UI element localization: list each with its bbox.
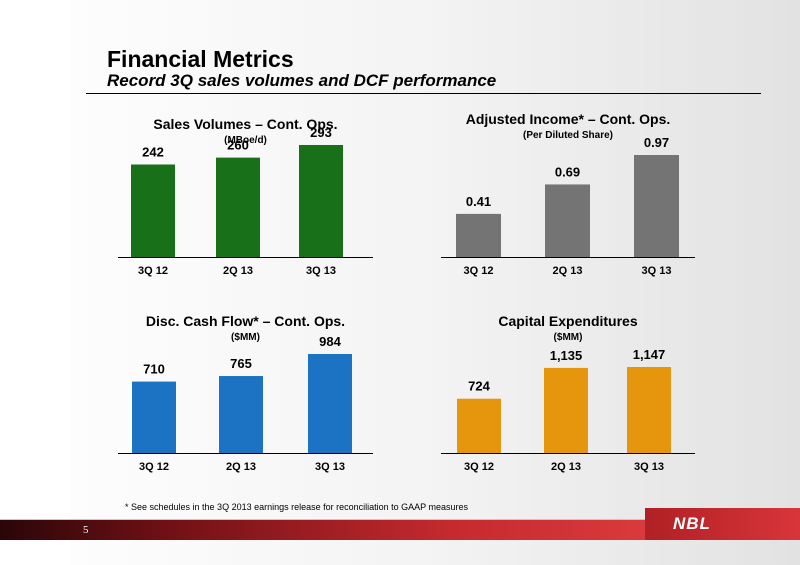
chart-4: Capital Expenditures ($MM) 724 3Q 12 1,135 2Q…	[441, 313, 695, 473]
bar-3q-12	[456, 213, 501, 257]
bar-3q-12	[457, 398, 501, 453]
x-tick-label: 3Q 12	[139, 461, 169, 473]
bar-3q-13	[627, 367, 671, 453]
data-label: 765	[230, 356, 252, 371]
x-tick-label: 3Q 13	[634, 461, 664, 473]
footer-stripe	[0, 519, 800, 520]
data-label: 0.69	[555, 164, 580, 179]
chart-title: Adjusted Income* – Cont. Ops.	[466, 111, 671, 127]
chart-unit-label: (MBoe/d)	[224, 135, 267, 146]
data-label: 260	[227, 138, 249, 153]
data-label: 0.41	[466, 194, 491, 209]
x-tick-label: 3Q 13	[306, 265, 336, 277]
data-label: 242	[142, 144, 164, 159]
chart-3: Disc. Cash Flow* – Cont. Ops. ($MM) 710 3Q …	[118, 313, 373, 473]
bar-3q-13	[299, 145, 343, 257]
x-tick-label: 3Q 12	[464, 265, 494, 277]
data-label: 0.97	[644, 135, 669, 150]
x-tick-label: 2Q 13	[223, 265, 253, 277]
x-tick-label: 3Q 13	[642, 265, 672, 277]
bar-3q-12	[132, 381, 176, 453]
x-tick-label: 2Q 13	[553, 265, 583, 277]
chart-title: Disc. Cash Flow* – Cont. Ops.	[146, 313, 345, 329]
x-tick-label: 2Q 13	[226, 461, 256, 473]
data-label: 1,147	[633, 347, 666, 362]
footer-band	[0, 520, 645, 540]
chart-1: Sales Volumes – Cont. Ops. (MBoe/d) 242 3Q …	[118, 116, 373, 277]
x-tick-label: 3Q 13	[315, 461, 345, 473]
page-title: Financial Metrics	[107, 46, 294, 72]
x-tick-label: 3Q 12	[138, 265, 168, 277]
data-label: 293	[310, 125, 332, 140]
chart-2: Adjusted Income* – Cont. Ops. (Per Dilute…	[441, 111, 695, 277]
title-underline	[86, 93, 761, 94]
x-tick-label: 3Q 12	[464, 461, 494, 473]
bar-2q-13	[216, 157, 260, 257]
data-label: 1,135	[550, 348, 583, 363]
slide-left-margin	[0, 0, 70, 565]
bar-3q-13	[308, 354, 352, 453]
page-number: 5	[83, 524, 89, 536]
data-label: 724	[468, 379, 490, 394]
chart-title: Capital Expenditures	[498, 313, 637, 329]
x-tick-label: 2Q 13	[551, 461, 581, 473]
company-logo	[645, 508, 800, 540]
chart-unit-label: (Per Diluted Share)	[523, 130, 613, 141]
company-logo-text: NBL	[673, 514, 711, 533]
bar-3q-13	[634, 155, 679, 257]
footnote: * See schedules in the 3Q 2013 earnings …	[125, 502, 469, 512]
bar-2q-13	[544, 367, 588, 453]
page-subtitle: Record 3Q sales volumes and DCF performa…	[107, 71, 497, 90]
bar-3q-12	[131, 164, 175, 257]
data-label: 710	[143, 362, 165, 377]
data-label: 984	[319, 334, 341, 349]
chart-unit-label: ($MM)	[231, 332, 260, 343]
bar-2q-13	[219, 376, 263, 453]
chart-title: Sales Volumes – Cont. Ops.	[153, 116, 337, 132]
chart-unit-label: ($MM)	[554, 332, 583, 343]
bar-2q-13	[545, 184, 590, 257]
